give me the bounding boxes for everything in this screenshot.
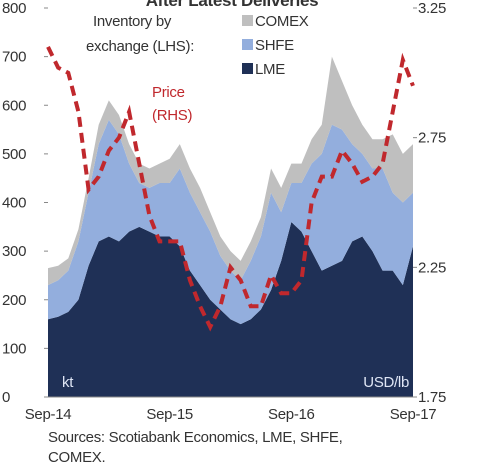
y-tick-label: 200 xyxy=(2,292,26,309)
legend-label: SHFE xyxy=(255,37,294,54)
y-tick-label: 500 xyxy=(2,146,26,163)
legend-swatch xyxy=(242,39,253,50)
price-label: (RHS) xyxy=(152,107,192,124)
y-tick-label: 0 xyxy=(2,389,10,406)
y-tick-label: 700 xyxy=(2,49,26,66)
y-tick-label: 600 xyxy=(2,97,26,114)
area-lme xyxy=(48,221,413,397)
chart-title: After Latest Deliveries xyxy=(146,0,319,10)
y-tick-label: 800 xyxy=(2,0,26,17)
x-tick-label: Sep-15 xyxy=(146,406,193,423)
y-unit: kt xyxy=(62,374,74,391)
y-tick-label: 100 xyxy=(2,340,26,357)
y2-tick-label: 2.25 xyxy=(418,259,446,276)
legend-label: COMEX xyxy=(255,13,309,30)
y2-tick-label: 1.75 xyxy=(418,389,446,406)
y-tick-label: 400 xyxy=(2,195,26,212)
legend-title: Inventory by xyxy=(93,13,172,30)
legend-title: exchange (LHS): xyxy=(86,38,194,55)
y2-tick-label: 2.75 xyxy=(418,130,446,147)
y2-unit: USD/lb xyxy=(363,374,409,391)
source: COMEX. xyxy=(48,449,105,466)
legend-swatch xyxy=(242,15,253,26)
x-tick-label: Sep-17 xyxy=(390,406,437,423)
y-tick-label: 300 xyxy=(2,243,26,260)
x-tick-label: Sep-16 xyxy=(268,406,315,423)
legend-label: LME xyxy=(255,61,285,78)
y2-tick-label: 3.25 xyxy=(418,0,446,17)
area-shfe xyxy=(48,119,413,325)
price-line xyxy=(46,46,415,332)
price-label: Price xyxy=(152,84,185,101)
source: Sources: Scotiabank Economics, LME, SHFE… xyxy=(48,429,343,446)
x-tick-label: Sep-14 xyxy=(25,406,72,423)
legend-swatch xyxy=(242,63,253,74)
